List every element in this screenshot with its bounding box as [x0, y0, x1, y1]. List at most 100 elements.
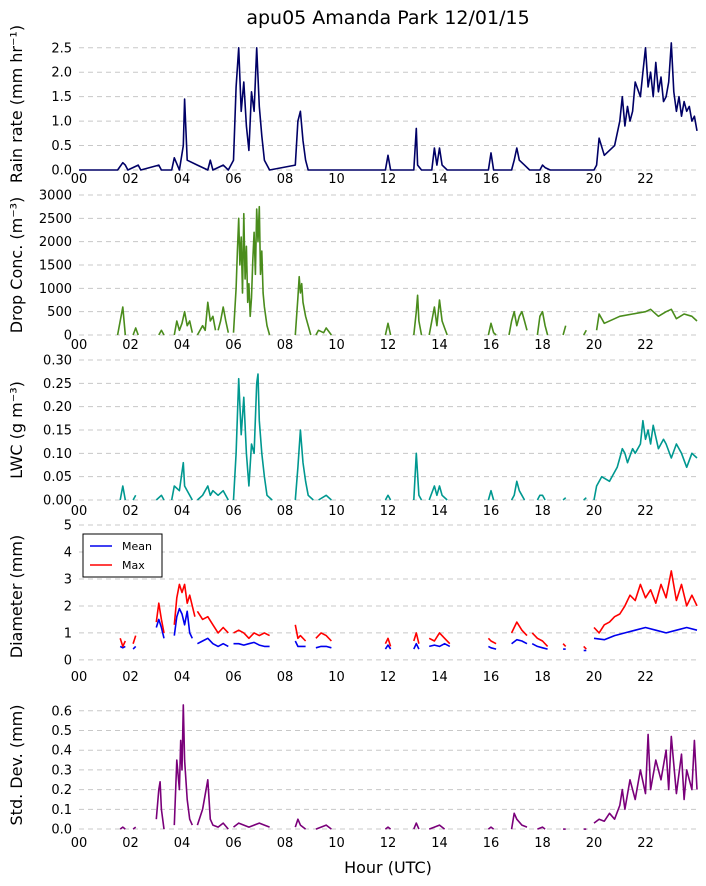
series-line [562, 325, 567, 336]
series-line [582, 329, 588, 336]
panel-3: 0.00 0.05 0.10 0.15 0.20 0.25 0.30 00 02 04 06 08 10… [7, 354, 698, 519]
x-tick-label: 10 [328, 338, 345, 353]
y-tick-label: 0.1 [51, 803, 72, 818]
x-tick-label: 16 [483, 836, 500, 851]
series-line [170, 461, 194, 501]
x-tick-label: 14 [431, 836, 448, 851]
series-line [428, 824, 446, 830]
x-tick-label: 06 [225, 338, 242, 353]
series-line-max [294, 624, 307, 642]
y-tick-label: 1000 [39, 282, 72, 297]
series-line-max [132, 635, 137, 644]
y-tick-label: 1.5 [51, 90, 72, 105]
series-line-mean [197, 637, 229, 648]
series-line-max [531, 632, 549, 647]
y-tick-label: 0.05 [43, 470, 72, 485]
x-tick-label: 02 [122, 504, 139, 519]
y-tick-label: 0.5 [51, 724, 72, 739]
series-line-mean [233, 641, 270, 648]
y-tick-label: 0.6 [51, 704, 72, 719]
series-line-mean [173, 607, 194, 639]
x-tick-label: 14 [431, 504, 448, 519]
x-tick-label: 12 [380, 172, 397, 187]
y-tick-label: 500 [47, 305, 72, 320]
series-line-max [233, 629, 270, 640]
x-tick-label: 00 [71, 504, 88, 519]
x-tick-label: 10 [328, 172, 345, 187]
x-tick-label: 14 [431, 670, 448, 685]
y-tick-label: 0.30 [43, 354, 72, 369]
x-tick-label: 16 [483, 504, 500, 519]
y-tick-label: 2.5 [51, 41, 72, 56]
panel-5: 0.0 0.1 0.2 0.3 0.4 0.5 0.6 00 02 04 06 08 10 12 14 16 1… [7, 704, 698, 851]
y-axis-label: Std. Dev. (mm) [7, 705, 26, 826]
y-tick-label: 1 [64, 626, 72, 641]
series-line [155, 780, 165, 830]
y-tick-label: 2 [64, 599, 72, 614]
series-line [318, 494, 332, 501]
x-tick-label: 04 [174, 338, 191, 353]
series-line [510, 480, 526, 501]
y-tick-label: 0.15 [43, 424, 72, 439]
y-tick-label: 0.4 [51, 744, 72, 759]
x-tick-label: 18 [534, 172, 551, 187]
series-line [217, 306, 230, 333]
x-tick-label: 10 [328, 504, 345, 519]
series-line [158, 329, 165, 336]
panel-2: 0 500 1000 1500 2000 2500 3000 00 02 04 06 08 10 12 14… [7, 189, 698, 353]
series-line [536, 310, 549, 336]
x-tick-label: 06 [225, 172, 242, 187]
y-tick-label: 2000 [39, 235, 72, 250]
series-line-mean [488, 645, 497, 650]
series-line [196, 485, 230, 501]
x-axis-label: Hour (UTC) [344, 858, 432, 877]
series-line [233, 822, 270, 828]
chart-panels: 0.00.51.01.52.02.500 02 04 06 08 10 12 14 16 18 20… [7, 25, 698, 851]
x-tick-label: 08 [277, 670, 294, 685]
legend-label: Mean [122, 540, 152, 553]
x-tick-label: 02 [122, 670, 139, 685]
series-line [232, 205, 271, 336]
y-tick-label: 0.00 [43, 494, 72, 509]
series-line [196, 778, 229, 830]
series-line-mean [155, 618, 165, 639]
y-tick-label: 0.2 [51, 783, 72, 798]
x-tick-label: 20 [586, 670, 603, 685]
x-tick-label: 18 [534, 338, 551, 353]
series-line-mean [413, 642, 420, 650]
y-tick-label: 5 [64, 519, 72, 534]
x-tick-label: 14 [431, 172, 448, 187]
series-line-max [583, 645, 587, 650]
legend-label: Max [122, 559, 145, 572]
series-line [384, 494, 392, 501]
series-line-max [413, 632, 420, 644]
x-tick-label: 04 [174, 172, 191, 187]
series-line [413, 822, 420, 830]
y-axis-label: Rain rate (mm hr⁻¹) [7, 25, 26, 183]
x-tick-label: 18 [534, 504, 551, 519]
series-line-max [384, 637, 392, 647]
y-tick-label: 0.20 [43, 400, 72, 415]
figure-title: apu05 Amanda Park 12/01/15 [246, 7, 529, 29]
series-line-max [315, 632, 332, 642]
x-tick-label: 16 [483, 172, 500, 187]
y-tick-label: 0 [64, 653, 72, 668]
series-line [294, 429, 314, 501]
x-tick-label: 20 [586, 504, 603, 519]
x-tick-label: 08 [277, 504, 294, 519]
series-line-max [593, 570, 698, 634]
x-tick-label: 20 [586, 836, 603, 851]
panel-1: 0.0 0.5 1.0 1.5 2.0 2.5 00 02 04 06 08 10 12 14 16 18 20… [7, 25, 698, 187]
x-tick-label: 22 [637, 338, 654, 353]
series-line [562, 497, 567, 501]
x-tick-label: 00 [71, 836, 88, 851]
y-tick-label: 3000 [39, 189, 72, 204]
x-tick-label: 12 [380, 836, 397, 851]
series-line [155, 494, 165, 501]
series-line [173, 310, 194, 336]
x-tick-label: 22 [637, 836, 654, 851]
x-tick-label: 20 [586, 172, 603, 187]
series-line [173, 704, 194, 826]
x-tick-label: 18 [534, 670, 551, 685]
